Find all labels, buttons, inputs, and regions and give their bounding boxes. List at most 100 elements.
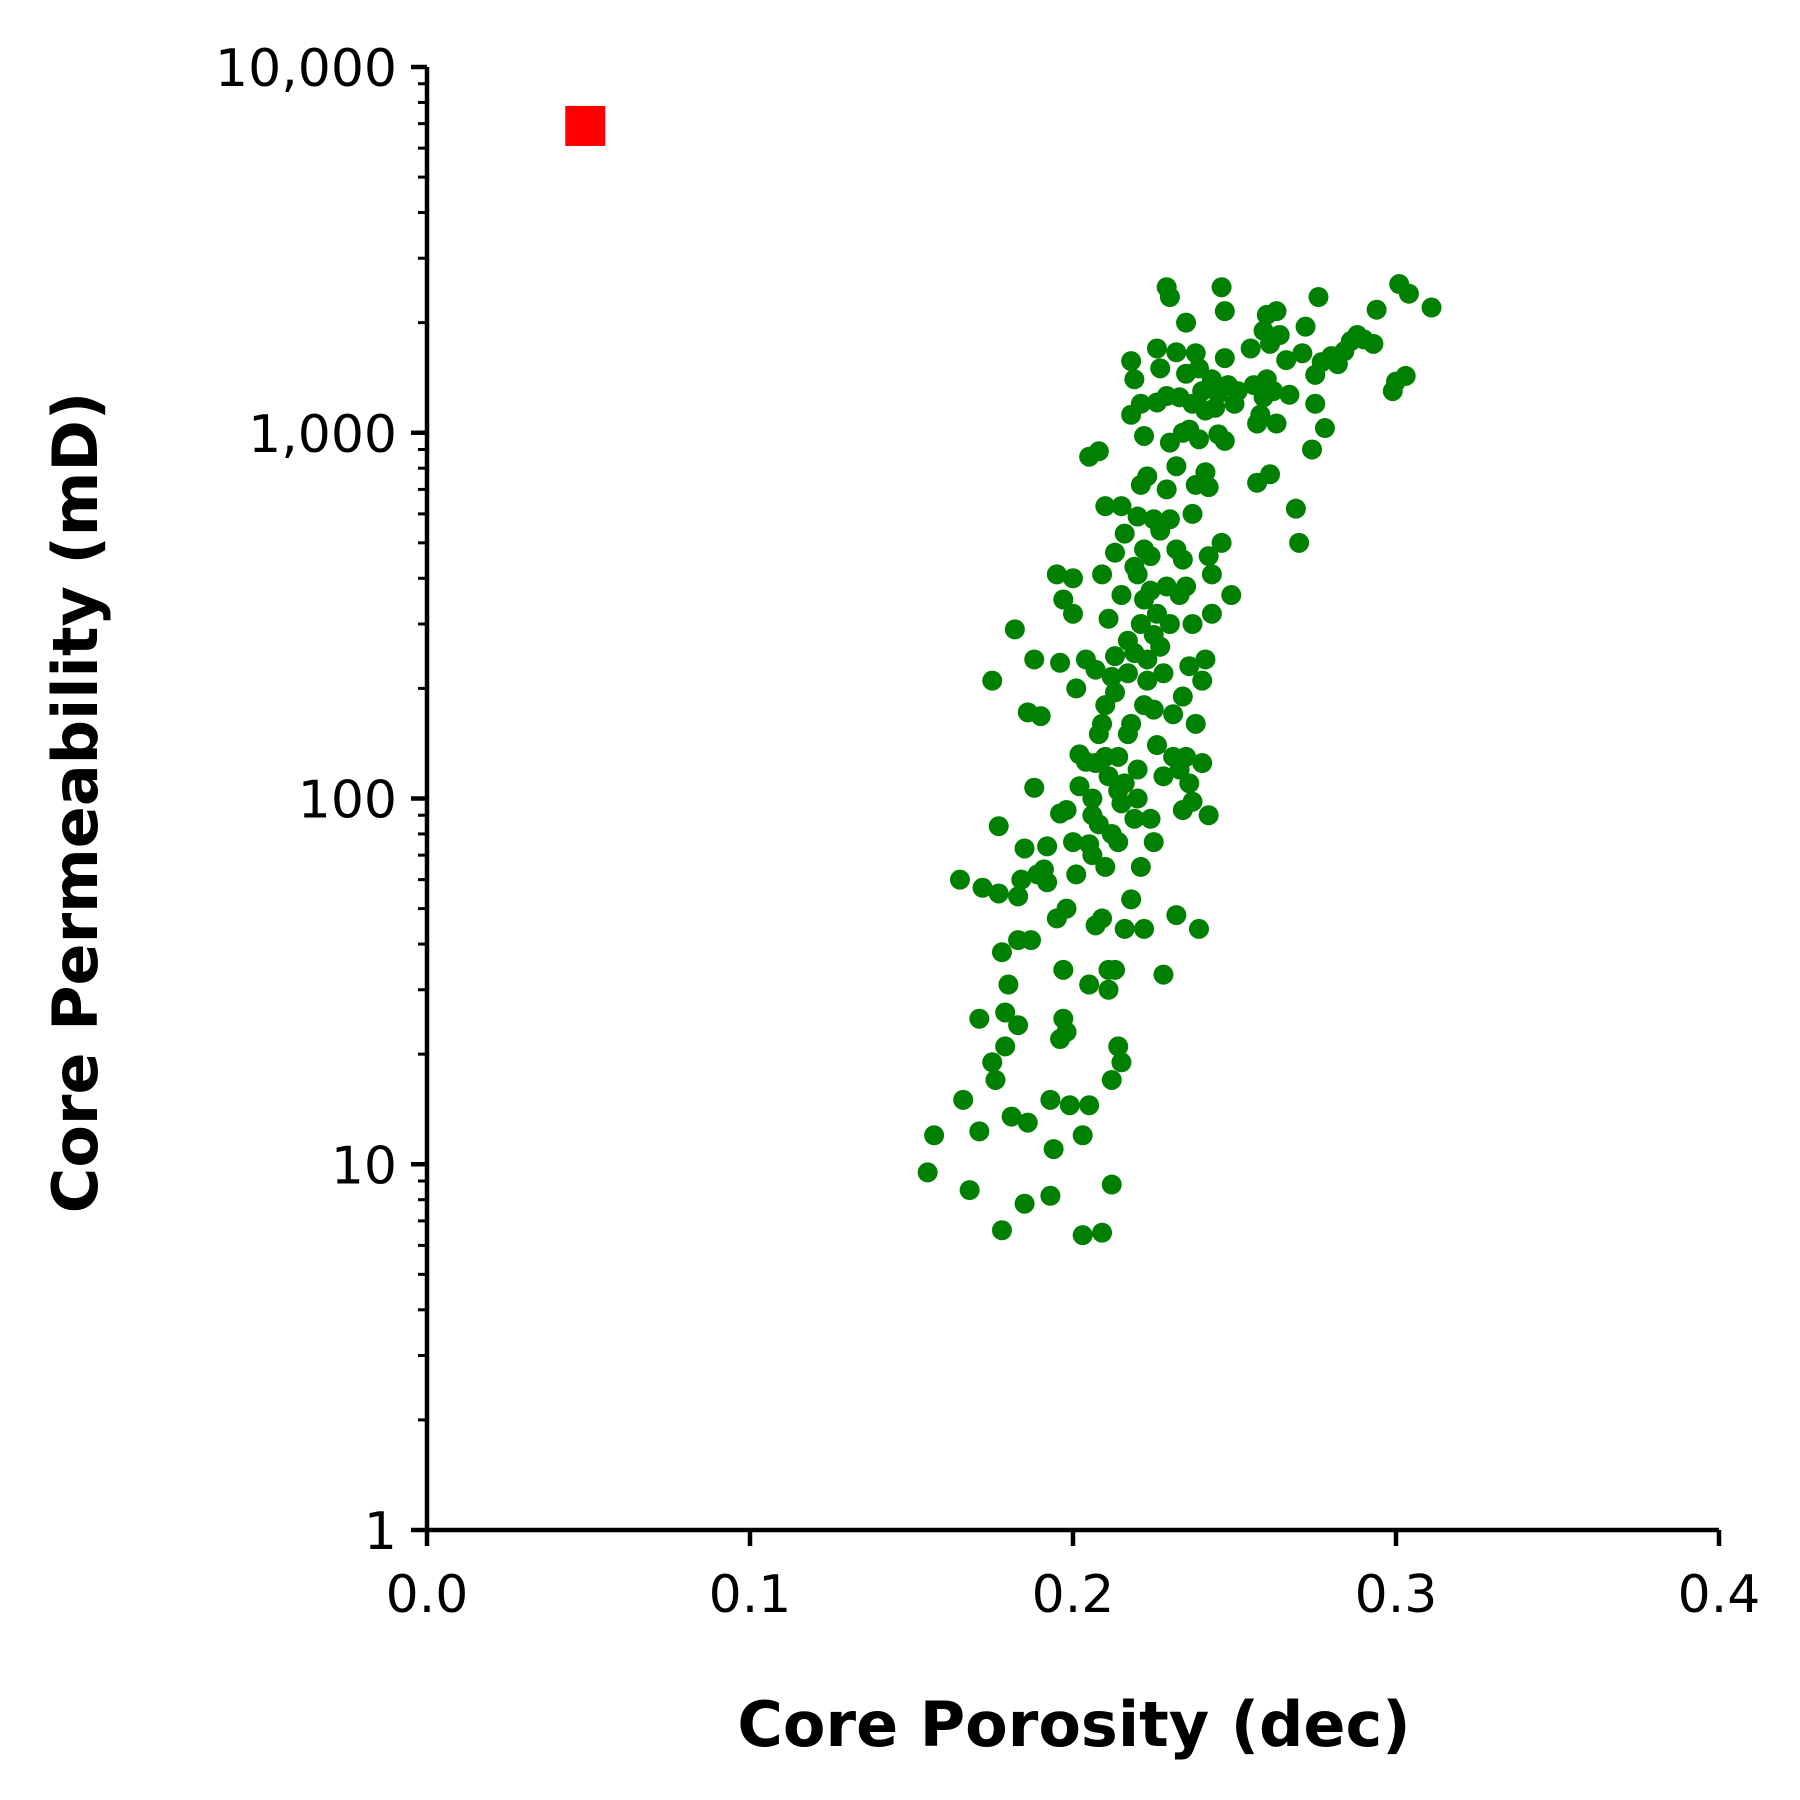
y-tick-label: 10,000 [215, 39, 397, 99]
scatter-point [1159, 287, 1180, 308]
scatter-point [1111, 793, 1132, 814]
scatter-point [1011, 869, 1032, 890]
scatter-point [1098, 608, 1119, 629]
scatter-point [1302, 439, 1323, 460]
scatter-point [1092, 908, 1113, 929]
scatter-point [1260, 464, 1281, 485]
scatter-point [1098, 766, 1119, 787]
y-ticks: 1 10 100 1,000 10,000 [215, 39, 427, 1562]
scatter-point [1192, 670, 1213, 691]
scatter-point [1130, 856, 1151, 877]
scatter-point [1066, 864, 1087, 885]
scatter-point [1198, 546, 1219, 567]
scatter-point [1014, 1193, 1035, 1214]
scatter-point [1166, 456, 1187, 477]
scatter-point [1134, 425, 1155, 446]
axes: 0.0 0.1 0.2 0.3 0.4 1 10 100 1,000 10,000 [215, 39, 1760, 1625]
y-tick-label: 10 [331, 1136, 397, 1196]
x-tick-label: 0.3 [1355, 1565, 1438, 1625]
scatter-point [1111, 585, 1132, 606]
scatter-point [1137, 670, 1158, 691]
scatter-point [959, 1180, 980, 1201]
scatter-point [988, 883, 1009, 904]
scatter-point [969, 1121, 990, 1142]
scatter-point [1227, 381, 1248, 402]
scatter-point [1263, 381, 1284, 402]
scatter-point [982, 1052, 1003, 1073]
scatter-point [1266, 413, 1287, 434]
x-tick-label: 0.2 [1032, 1565, 1115, 1625]
x-tick-label: 0.1 [709, 1565, 792, 1625]
scatter-point [1127, 564, 1148, 585]
scatter-point [1134, 918, 1155, 939]
points-layer [565, 105, 1442, 1246]
scatter-point [1121, 351, 1142, 372]
scatter-point [1146, 338, 1167, 359]
scatter-point [1127, 788, 1148, 809]
scatter-point [988, 816, 1009, 837]
scatter-point [1198, 805, 1219, 826]
scatter-point [1101, 1069, 1122, 1090]
scatter-point [1092, 713, 1113, 734]
scatter-point [1279, 384, 1300, 405]
scatter-point [1201, 603, 1222, 624]
scatter-point [1053, 589, 1074, 610]
scatter-point [1201, 564, 1222, 585]
scatter-point [949, 869, 970, 890]
scatter-point [1188, 429, 1209, 450]
scatter-point [1104, 959, 1125, 980]
scatter-point [1040, 1185, 1061, 1206]
scatter-point [969, 1008, 990, 1029]
scatter-point [1101, 666, 1122, 687]
scatter-point [1176, 312, 1197, 333]
scatter-point [1163, 704, 1184, 725]
scatter-point [1140, 808, 1161, 829]
scatter-point [1185, 713, 1206, 734]
scatter-point [1111, 496, 1132, 517]
scatter-point [1037, 836, 1058, 857]
scatter-point [1250, 404, 1271, 425]
scatter-point [953, 1089, 974, 1110]
scatter-point [1176, 746, 1197, 767]
scatter-point [1214, 430, 1235, 451]
scatter-point [1159, 509, 1180, 530]
scatter-point [1276, 350, 1297, 371]
scatter-point [1114, 523, 1135, 544]
scatter-point [1092, 1222, 1113, 1243]
scatter-point [1153, 964, 1174, 985]
scatter-point [995, 1002, 1016, 1023]
scatter-point [1295, 316, 1316, 337]
scatter-point [1008, 886, 1029, 907]
y-tick-label: 1,000 [248, 405, 397, 465]
scatter-point [1111, 1052, 1132, 1073]
scatter-point [1114, 918, 1135, 939]
scatter-point [1072, 1225, 1093, 1246]
scatter-point [1214, 348, 1235, 369]
scatter-point [1108, 1036, 1129, 1057]
scatter-point [1101, 1174, 1122, 1195]
scatter-point [1192, 753, 1213, 774]
scatter-point [1056, 800, 1077, 821]
scatter-point [1172, 549, 1193, 570]
scatter-point [1292, 343, 1313, 364]
scatter-point [1079, 1095, 1100, 1116]
scatter-point [1008, 1015, 1029, 1036]
scatter-point [1140, 580, 1161, 601]
x-tick-label: 0.0 [386, 1565, 469, 1625]
scatter-point [1127, 506, 1148, 527]
scatter-point [1214, 301, 1235, 322]
scatter-point [1046, 564, 1067, 585]
scatter-point [1240, 338, 1261, 359]
scatter-point [1085, 659, 1106, 680]
scatter-point [1305, 393, 1326, 414]
scatter-point [1176, 576, 1197, 597]
scatter-point [1150, 636, 1171, 657]
scatter-point [1314, 418, 1335, 439]
scatter-point [1185, 343, 1206, 364]
scatter-point [1127, 759, 1148, 780]
scatter-point [1308, 287, 1329, 308]
scatter-point [1030, 706, 1051, 727]
highlight-square-point [565, 105, 606, 146]
scatter-point [1266, 301, 1287, 322]
scatter-point [1066, 678, 1087, 699]
